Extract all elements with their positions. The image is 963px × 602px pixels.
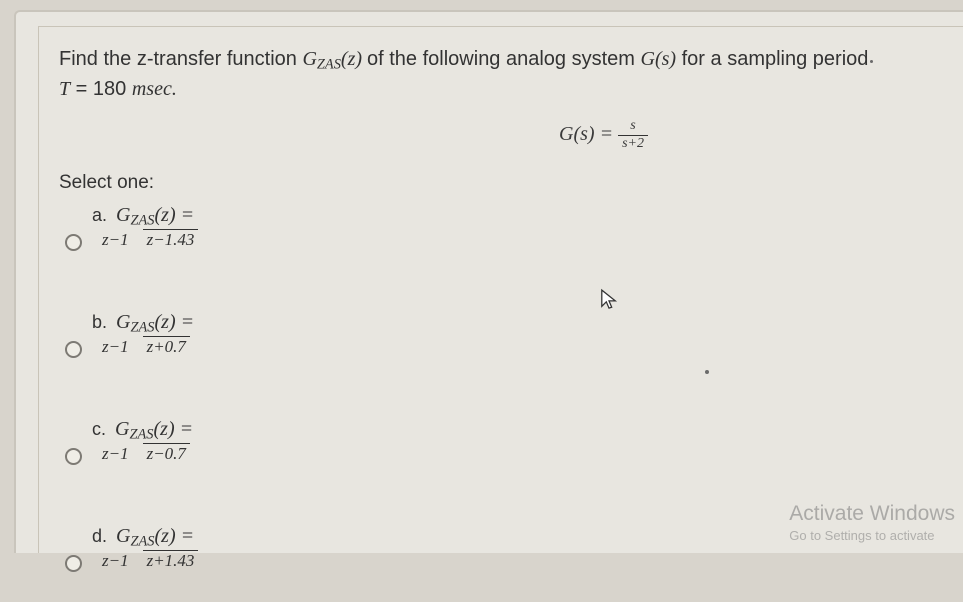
gz-symbol: G [302, 48, 316, 70]
question-text: Find the z-transfer function GZAS(z) of … [59, 45, 953, 104]
option-c-label: c. GZAS(z) = z−1z−0.7 [92, 418, 193, 495]
q-mid: of the following analog system [367, 48, 641, 70]
period-T: T [59, 78, 70, 100]
gs-symbol: G(s) [641, 48, 677, 70]
eq-num: s [618, 118, 648, 134]
option-c[interactable]: c. GZAS(z) = z−1z−0.7 [65, 418, 953, 495]
eq-lhs: G(s) = [559, 123, 618, 145]
option-d[interactable]: d. GZAS(z) = z−1z+1.43 [65, 525, 953, 602]
radio-a[interactable] [65, 234, 82, 251]
option-b[interactable]: b. GZAS(z) = z−1z+0.7 [65, 311, 953, 388]
eq-den: s+2 [618, 135, 648, 152]
question-card: Find the z-transfer function GZAS(z) of … [38, 26, 963, 553]
options-group: a. GZAS(z) = z−1z−1.43 b. GZAS(z) = z−1z… [59, 204, 953, 602]
radio-b[interactable] [65, 341, 82, 358]
option-a[interactable]: a. GZAS(z) = z−1z−1.43 [65, 204, 953, 281]
page-surface: Find the z-transfer function GZAS(z) of … [14, 10, 963, 553]
system-equation: G(s) = s s+2 [254, 118, 953, 151]
period-unit: msec. [132, 78, 177, 100]
radio-d[interactable] [65, 555, 82, 572]
option-d-label: d. GZAS(z) = z−1z+1.43 [92, 525, 198, 602]
select-one-label: Select one: [59, 172, 953, 194]
speck-icon [870, 60, 873, 63]
q-suffix: for a sampling period [682, 48, 869, 70]
option-a-label: a. GZAS(z) = z−1z−1.43 [92, 204, 198, 281]
gz-arg: (z) [341, 48, 362, 70]
option-b-label: b. GZAS(z) = z−1z+0.7 [92, 311, 194, 388]
period-val: = 180 [70, 78, 132, 100]
speck-icon [705, 370, 709, 374]
gz-sub: ZAS [317, 57, 341, 73]
q-prefix: Find the z-transfer function [59, 48, 302, 70]
radio-c[interactable] [65, 448, 82, 465]
